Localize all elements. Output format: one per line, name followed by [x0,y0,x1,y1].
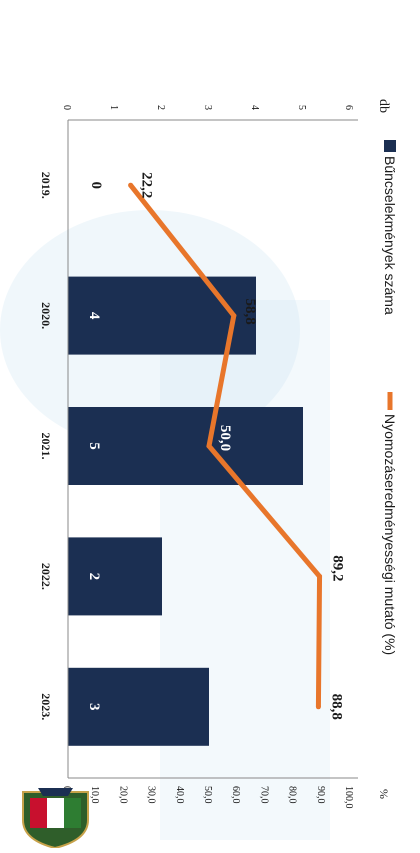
bar-value-label: 3 [86,703,102,711]
flag-red [30,798,47,828]
line-value-label: 22,2 [139,172,155,198]
crown-band [38,788,73,796]
left-axis-tick-label: 0 [61,105,72,110]
bar-value-label: 2 [86,573,102,581]
left-axis-tick-label: 6 [343,105,354,110]
right-axis-tick-label: 60,0 [230,786,241,804]
legend-swatch-bars [384,140,396,152]
legend-label-bars: Bűncselekmények száma [382,156,398,315]
flag-white [47,798,64,828]
line-point [206,443,212,449]
line-point [231,313,237,319]
left-axis-tick-label: 4 [249,105,260,110]
bar-2023 [68,667,209,746]
line-value-label: 58,8 [242,298,258,324]
police-badge-logo [22,788,89,850]
left-axis-tick-label: 1 [108,105,119,110]
right-axis-tick-label: 90,0 [315,786,326,804]
right-axis-unit: % [377,789,391,799]
logo-group [22,788,89,850]
line-point [315,704,321,710]
left-axis-tick-label: 3 [202,105,213,110]
right-axis-tick-label: 30,0 [146,786,157,804]
right-axis-tick-label: 20,0 [117,786,128,804]
right-axis-tick-label: 50,0 [202,786,213,804]
bar-value-label: 5 [86,442,102,450]
left-axis-tick-label: 2 [155,105,166,110]
legend-label-line: Nyomozáseredményességi mutató (%) [382,414,398,655]
x-axis-category-label: 2023. [39,693,53,720]
line-value-label: 89,2 [330,555,346,581]
bar-value-label: 4 [86,312,102,320]
left-axis-unit: db [376,99,391,113]
bar-2022 [68,537,162,616]
bar-value-label: 0 [88,181,104,189]
flag-green [64,798,81,828]
x-axis-category-label: 2022. [39,563,53,590]
bar-2021 [68,407,303,485]
background-illustration [0,210,330,840]
bar-2020 [68,276,256,355]
left-axis-tick-label: 5 [296,105,307,110]
right-axis-tick-label: 80,0 [287,786,298,804]
right-axis-tick-label: 10,0 [89,786,100,804]
x-axis-category-label: 2019. [39,172,53,199]
background-shape [160,300,330,840]
right-axis-tick-label: 100,0 [343,786,354,809]
line-value-label: 50,0 [217,425,233,451]
right-axis-tick-label: 70,0 [258,786,269,804]
line-point [317,573,323,579]
right-axis-tick-label: 40,0 [174,786,185,804]
line-point [128,182,134,188]
x-axis-category-label: 2021. [39,433,53,460]
x-axis-category-label: 2020. [39,302,53,329]
line-value-label: 88,8 [328,694,344,720]
